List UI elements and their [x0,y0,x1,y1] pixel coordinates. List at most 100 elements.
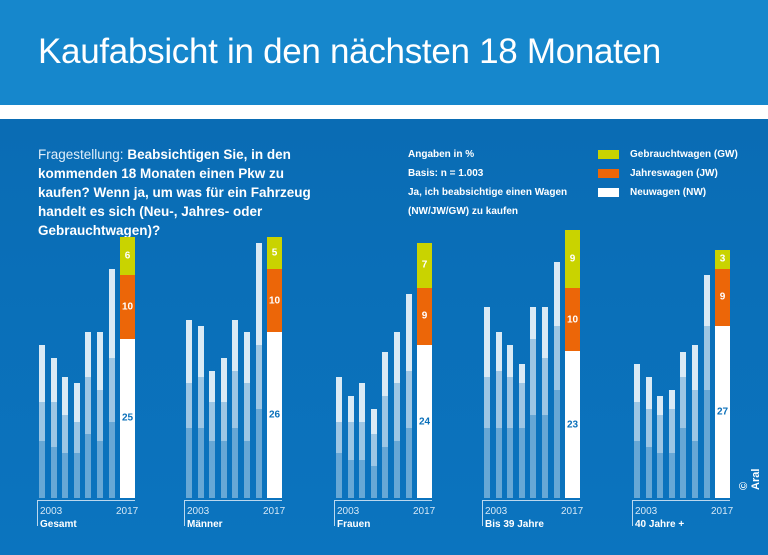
history-segment [530,415,537,498]
question-body: Beabsichtigen Sie, in den kommenden 18 M… [38,147,311,238]
history-segment [209,402,216,441]
history-segment [668,453,675,498]
history-segment [668,389,675,409]
segment-nw: 24 [417,345,432,498]
history-segment [336,421,342,454]
value-label-jw: 9 [719,291,726,303]
history-bar [530,306,537,498]
legend-swatch-gw [598,150,619,159]
history-segment [97,389,103,441]
x-tick-start: 2003 [635,506,658,517]
history-segment [244,383,250,441]
history-segment [197,376,204,428]
value-label-nw: 25 [121,412,134,424]
history-bar [62,376,69,498]
note-basis: Basis: n = 1.003 [408,168,484,179]
history-segment [232,370,239,428]
history-segment [359,421,366,460]
value-label-jw: 10 [566,314,579,326]
history-bar [553,262,560,498]
history-bar [97,332,103,498]
history-segment [382,396,389,448]
history-segment [186,427,192,498]
history-bar [255,243,262,498]
history-bar [336,376,342,498]
x-axis [632,500,730,526]
segment-jw: 10 [267,268,282,333]
copyright: © Aral [738,468,762,490]
history-segment [542,415,548,498]
history-bar [657,396,664,498]
history-segment [50,402,57,448]
history-segment [634,364,640,403]
segment-jw: 9 [417,287,432,346]
value-label-jw: 10 [121,301,134,313]
history-segment [244,332,250,384]
legend-label: Neuwagen (NW) [630,187,707,198]
history-segment [484,427,490,498]
history-bar [50,357,57,498]
history-segment [108,357,115,422]
history-segment [186,319,192,384]
history-bar [73,383,80,498]
history-segment [382,351,389,397]
x-tick-end: 2017 [711,506,734,517]
value-label-jw: 9 [421,310,428,322]
segment-gw: 3 [715,249,730,269]
history-bar [518,364,525,498]
latest-bar: 23 10 9 [565,230,580,498]
history-segment [518,427,525,498]
history-segment [108,421,115,498]
history-bar [703,275,710,498]
value-label-nw: 27 [716,406,729,418]
history-segment [518,364,525,384]
segment-gw: 6 [120,236,135,276]
history-segment [542,306,548,358]
segment-jw: 10 [120,275,135,339]
value-label-gw: 5 [271,247,278,259]
history-segment [530,306,537,339]
history-bar [197,326,204,498]
history-segment [692,345,698,390]
legend-swatch-nw [598,188,619,197]
segment-gw: 9 [565,230,580,288]
x-axis [37,500,135,526]
legend-label: Jahreswagen (JW) [630,168,718,179]
history-bar [634,364,640,498]
x-tick-start: 2003 [40,506,63,517]
question-text: Fragestellung: Beabsichtigen Sie, in den… [38,145,338,240]
history-segment [634,440,640,498]
history-bar [232,319,239,498]
x-tick-end: 2017 [413,506,436,517]
x-axis [482,500,580,526]
history-segment [186,383,192,428]
legend-item-gw: Gebrauchtwagen (GW) [598,145,738,164]
history-segment [692,389,698,441]
history-segment [336,453,342,498]
history-segment [405,427,412,498]
history-segment [85,332,92,377]
history-segment [62,415,69,454]
history-segment [530,338,537,416]
history-bar [484,306,490,498]
x-tick-start: 2003 [187,506,210,517]
latest-bar: 26 10 5 [267,236,282,498]
history-segment [255,243,262,346]
history-segment [370,466,377,498]
history-segment [370,408,377,435]
legend-label: Gebrauchtwagen (GW) [630,149,738,160]
history-segment [347,459,354,498]
history-segment [645,447,652,498]
history-bar [668,389,675,498]
history-segment [209,440,216,498]
history-segment [73,383,80,422]
history-segment [703,275,710,326]
history-segment [336,376,342,422]
history-bar [680,351,687,498]
segment-jw: 9 [715,268,730,326]
history-segment [657,396,664,416]
history-segment [85,376,92,435]
history-segment [484,376,490,428]
group-label: 40 Jahre + [635,519,685,530]
history-segment [73,421,80,454]
